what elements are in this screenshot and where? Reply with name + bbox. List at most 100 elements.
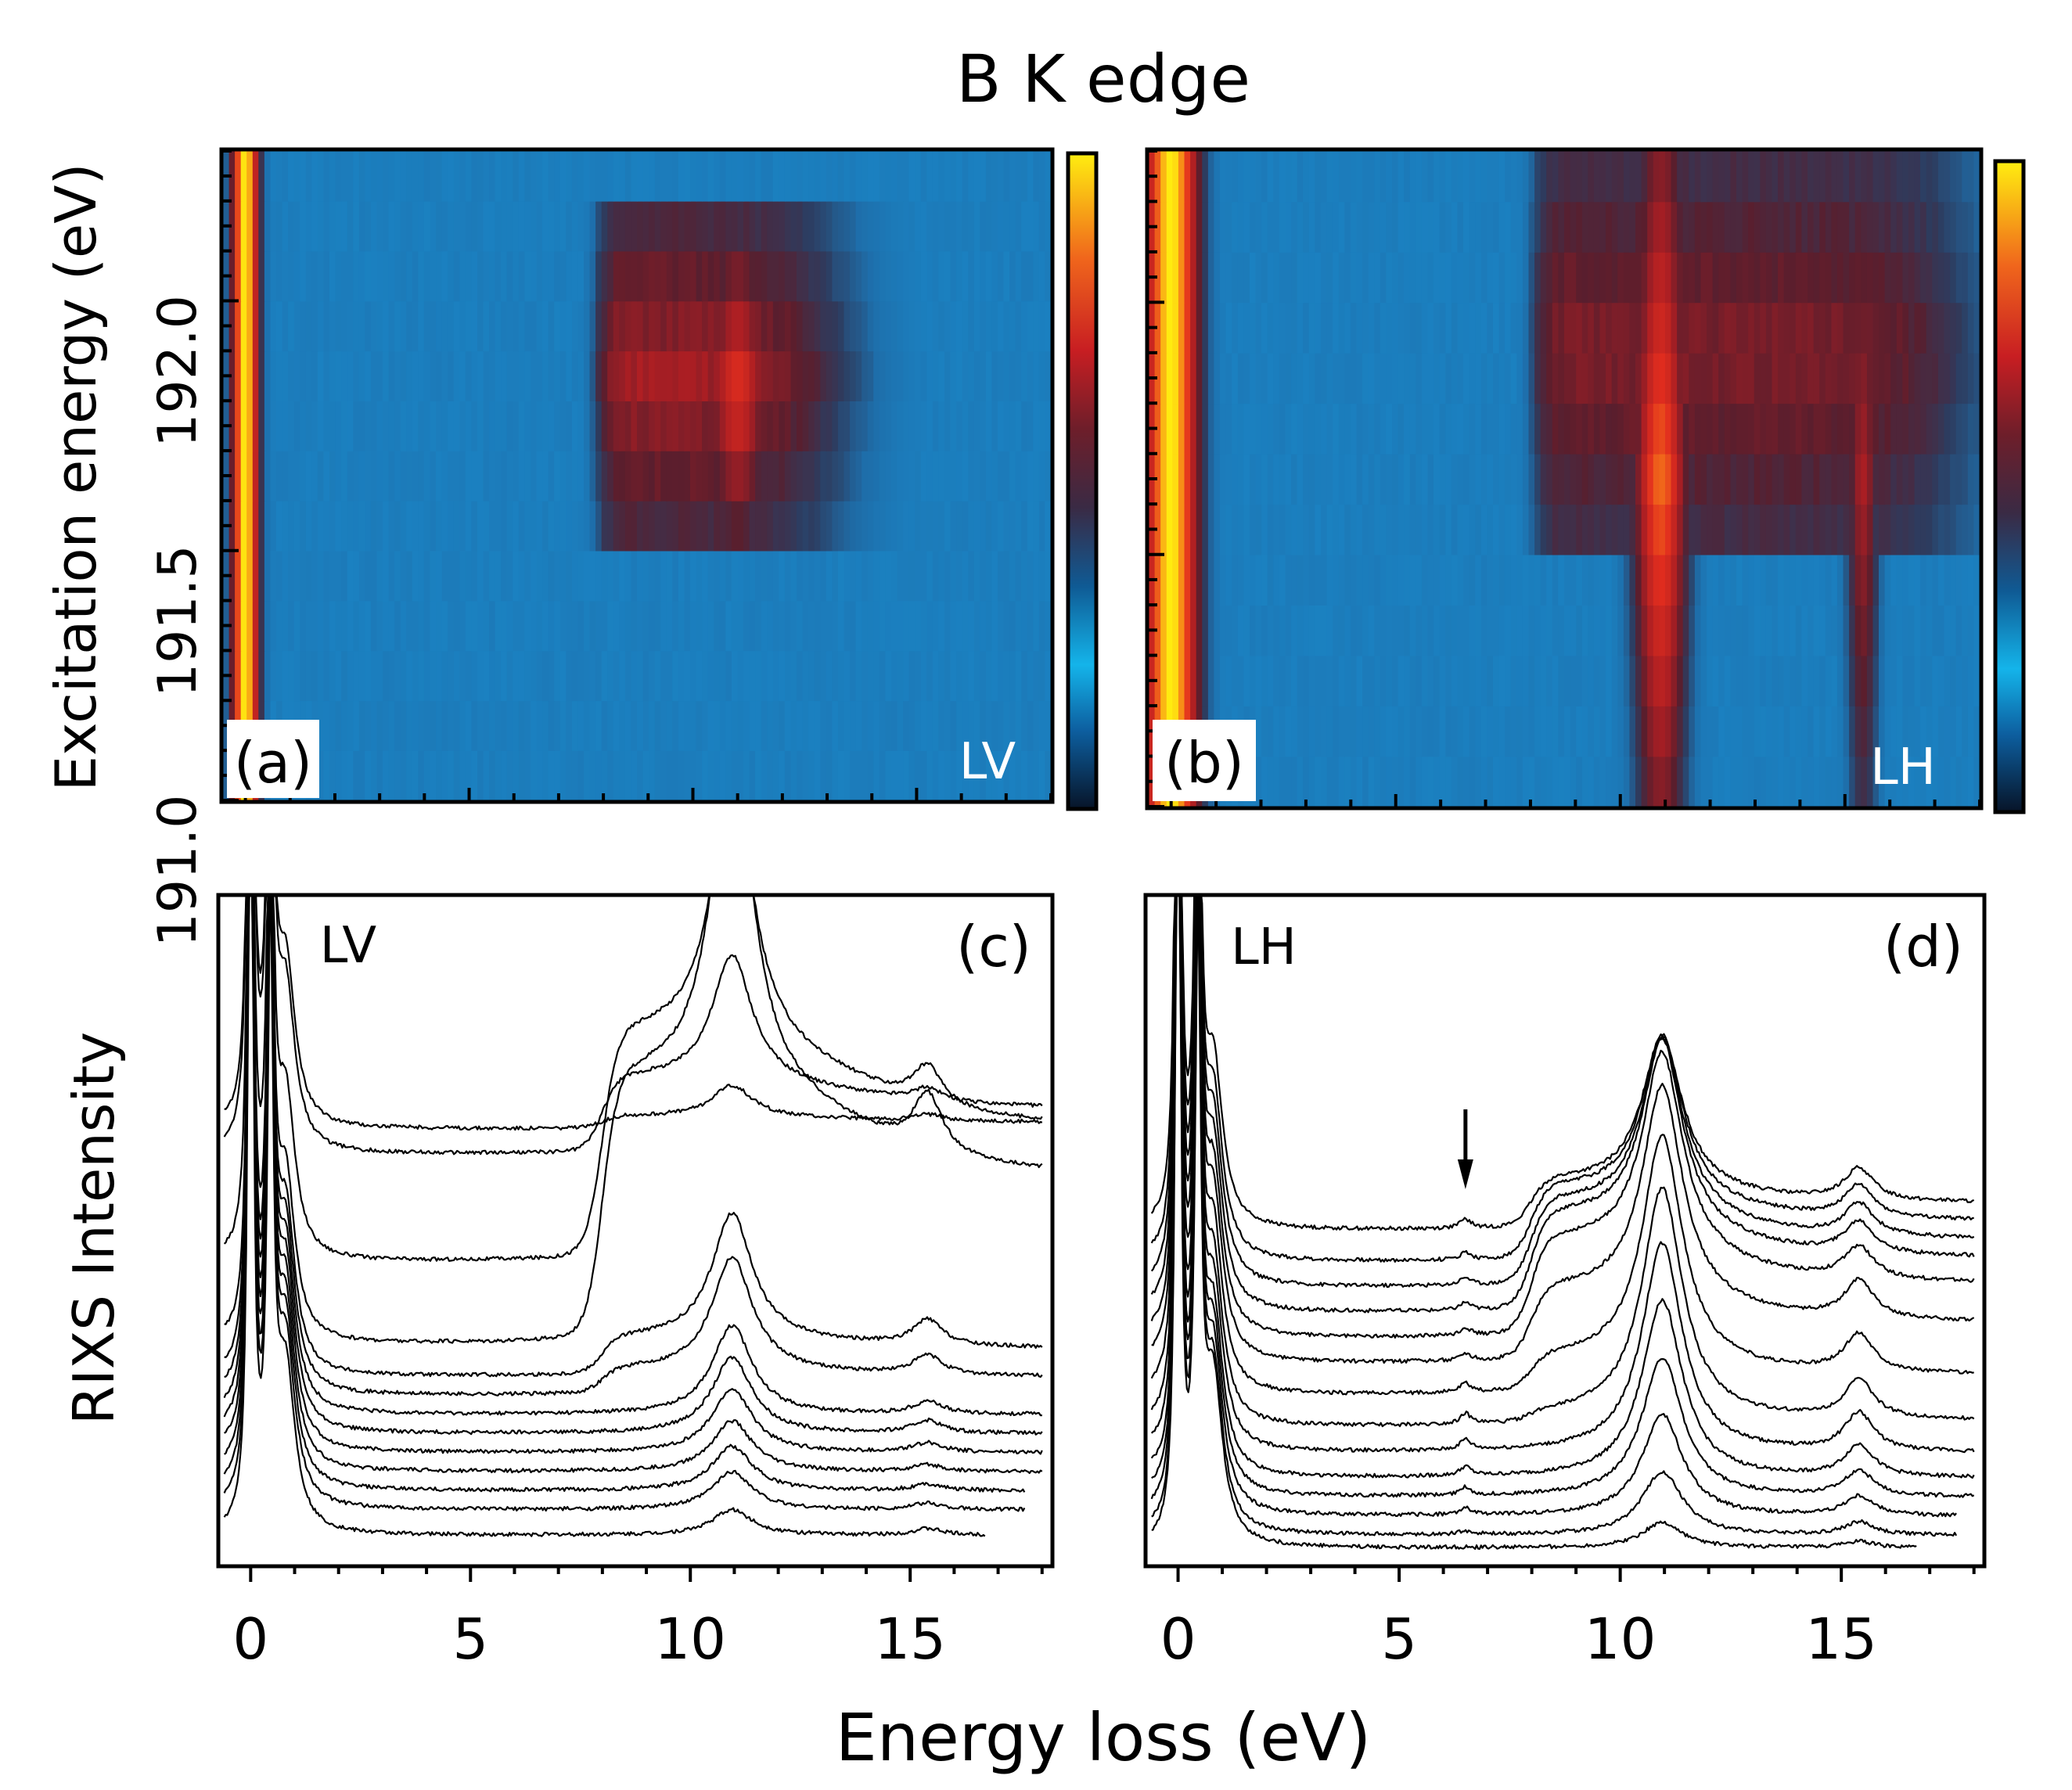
heat-cell [1790,201,1797,253]
heat-cell [1237,151,1245,203]
heat-cell [761,600,768,652]
heat-cell [737,300,744,352]
heat-cell [938,700,945,751]
heat-cell [1033,600,1040,652]
heat-cell [1754,403,1761,455]
heat-cell [246,250,254,302]
heat-cell [1861,605,1868,656]
heat-cell [915,350,922,401]
heat-cell [1558,151,1565,203]
heat-cell [1291,302,1298,354]
heat-cell [531,600,538,652]
heat-cell [1950,352,1957,404]
heat-cell [383,200,390,252]
heat-cell [1350,706,1358,757]
heat-cell [1884,453,1891,505]
heat-cell [654,300,662,352]
heat-cell [1297,605,1304,656]
heat-cell [1534,251,1541,304]
heat-cell [642,200,649,252]
heat-cell [749,700,756,751]
heat-cell [855,151,862,202]
heat-cell [1967,756,1975,807]
heat-cell [1908,251,1916,304]
heat-cell [601,401,609,451]
heat-cell [1813,201,1820,253]
heat-cell [1243,605,1250,656]
heat-cell [731,401,739,451]
heat-cell [400,550,408,602]
heat-cell [1765,453,1773,505]
heat-cell [1836,554,1844,606]
heat-cell [518,750,526,800]
heat-cell [1338,151,1346,203]
heat-cell [1813,251,1820,304]
heat-cell [1937,403,1945,455]
spectrum-line [1150,897,1974,1396]
heat-cell [743,600,750,652]
heat-cell [1808,201,1815,253]
heat-cell [300,650,307,702]
heat-cell [1374,504,1381,555]
heat-cell [637,250,644,302]
heat-cell [1350,756,1358,807]
heat-cell [335,750,342,800]
heat-cell [666,250,674,302]
heat-cell [1409,151,1417,203]
heat-cell [1730,201,1737,253]
heat-cell [837,600,845,652]
heat-cell [536,300,543,352]
heat-cell [1825,453,1833,505]
heat-cell [518,250,526,302]
heat-cell [1884,251,1891,304]
heat-cell [1641,403,1648,455]
heat-cell [1754,251,1761,304]
heat-cell [400,250,408,302]
heat-cell [956,200,963,252]
heat-cell [1457,151,1464,203]
heat-cell [873,451,880,501]
heat-cell [1760,554,1767,606]
heat-cell [1368,504,1376,555]
heat-cell [282,300,289,352]
heat-cell [1493,403,1500,455]
heat-cell [1641,453,1648,505]
heat-cell [885,500,892,552]
heat-cell [1772,251,1779,304]
heat-cell [1291,554,1298,606]
heat-cell [1718,453,1725,505]
heat-cell [1955,302,1963,354]
heat-cell [524,750,531,800]
heat-cell [506,250,514,302]
heat-cell [495,600,502,652]
heat-cell [1552,403,1559,455]
heat-cell [329,700,336,751]
heat-cell [672,600,679,652]
heat-cell [1849,251,1856,304]
heat-cell [1451,302,1459,354]
heat-cell [489,250,496,302]
heat-cell [1707,352,1714,404]
heat-cell [1166,251,1174,304]
heat-cell [1451,706,1459,757]
heat-cell [1214,504,1221,555]
panel-a-label-box [227,720,319,798]
heat-cell [1671,453,1678,505]
heat-cell [1825,302,1833,354]
heat-cell [1694,151,1702,203]
heat-cell [820,401,827,451]
heat-cell [1831,352,1838,404]
heat-cell [862,250,869,302]
heat-cell [323,151,330,202]
heat-cell [536,550,543,602]
heat-cell [1872,706,1880,757]
heat-cell [797,700,804,751]
heat-cell [317,550,325,602]
heat-cell [477,151,484,202]
heat-cell [1967,554,1975,606]
heat-cell [1843,201,1850,253]
heat-cell [1166,453,1174,505]
heat-cell [252,401,260,451]
heat-cell [1368,756,1376,807]
heat-cell [714,550,721,602]
